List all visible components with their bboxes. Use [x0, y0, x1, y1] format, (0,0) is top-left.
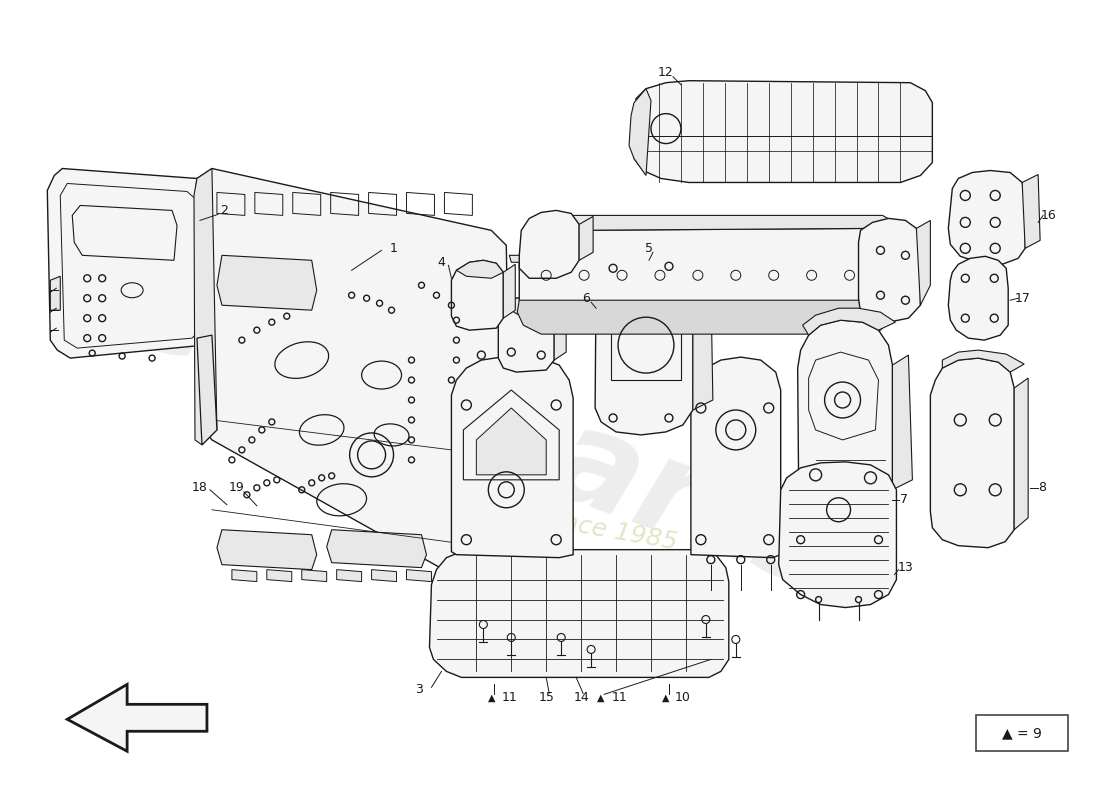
Polygon shape — [232, 570, 256, 582]
Polygon shape — [595, 254, 693, 435]
Polygon shape — [451, 260, 504, 330]
Text: 10: 10 — [675, 691, 691, 704]
Polygon shape — [194, 169, 217, 445]
Polygon shape — [519, 210, 579, 278]
Polygon shape — [197, 335, 217, 445]
Polygon shape — [451, 357, 573, 558]
FancyBboxPatch shape — [977, 715, 1068, 751]
Polygon shape — [916, 220, 931, 306]
Text: 2: 2 — [220, 204, 228, 217]
Polygon shape — [858, 218, 921, 322]
Text: 11: 11 — [502, 691, 517, 704]
Polygon shape — [372, 570, 396, 582]
Polygon shape — [634, 81, 933, 182]
Text: 8: 8 — [1038, 482, 1046, 494]
Text: 3: 3 — [416, 683, 424, 696]
Polygon shape — [529, 215, 901, 242]
Polygon shape — [429, 550, 729, 678]
Polygon shape — [803, 308, 895, 335]
Text: 6: 6 — [582, 292, 590, 305]
Polygon shape — [517, 300, 892, 334]
Polygon shape — [892, 355, 912, 490]
Polygon shape — [337, 570, 362, 582]
Polygon shape — [1014, 378, 1028, 530]
Polygon shape — [217, 530, 317, 570]
Polygon shape — [47, 169, 212, 358]
Polygon shape — [779, 462, 896, 607]
Polygon shape — [1022, 174, 1041, 248]
Polygon shape — [948, 170, 1025, 264]
Text: 16: 16 — [1041, 209, 1056, 222]
Polygon shape — [195, 169, 512, 585]
Polygon shape — [798, 320, 892, 518]
Polygon shape — [554, 302, 566, 360]
Polygon shape — [476, 408, 547, 475]
Polygon shape — [504, 296, 554, 316]
Text: ▲: ▲ — [597, 692, 605, 702]
Polygon shape — [519, 228, 892, 320]
Polygon shape — [301, 570, 327, 582]
Polygon shape — [504, 264, 515, 318]
Polygon shape — [693, 280, 713, 410]
Text: 14: 14 — [573, 691, 588, 704]
Polygon shape — [509, 255, 521, 262]
Polygon shape — [267, 570, 292, 582]
Text: a passion for parts since 1985: a passion for parts since 1985 — [304, 465, 680, 554]
Polygon shape — [601, 254, 713, 288]
Polygon shape — [67, 684, 207, 751]
Text: 13: 13 — [898, 561, 913, 574]
Polygon shape — [51, 276, 60, 310]
Text: 18: 18 — [192, 482, 208, 494]
Text: 12: 12 — [658, 66, 674, 79]
Circle shape — [856, 597, 861, 602]
Text: ▲: ▲ — [662, 692, 670, 702]
Polygon shape — [948, 256, 1009, 340]
Polygon shape — [629, 89, 651, 175]
Text: ▲ = 9: ▲ = 9 — [1002, 726, 1042, 740]
Polygon shape — [943, 350, 1024, 372]
Polygon shape — [579, 217, 593, 260]
Polygon shape — [691, 357, 781, 558]
Polygon shape — [931, 358, 1014, 548]
Text: 4: 4 — [438, 256, 446, 269]
Text: 7: 7 — [901, 494, 909, 506]
Polygon shape — [407, 570, 431, 582]
Polygon shape — [217, 255, 317, 310]
Text: eurOparts: eurOparts — [107, 242, 856, 618]
Polygon shape — [441, 570, 466, 582]
Text: 11: 11 — [612, 691, 627, 704]
Text: 5: 5 — [645, 242, 653, 255]
Text: 1: 1 — [389, 242, 397, 255]
Text: ▲: ▲ — [487, 692, 495, 702]
Circle shape — [815, 597, 822, 602]
Text: 19: 19 — [229, 482, 245, 494]
Text: 17: 17 — [1014, 292, 1030, 305]
Polygon shape — [456, 260, 504, 278]
Polygon shape — [327, 530, 427, 568]
Polygon shape — [498, 296, 554, 372]
Text: 15: 15 — [538, 691, 554, 704]
